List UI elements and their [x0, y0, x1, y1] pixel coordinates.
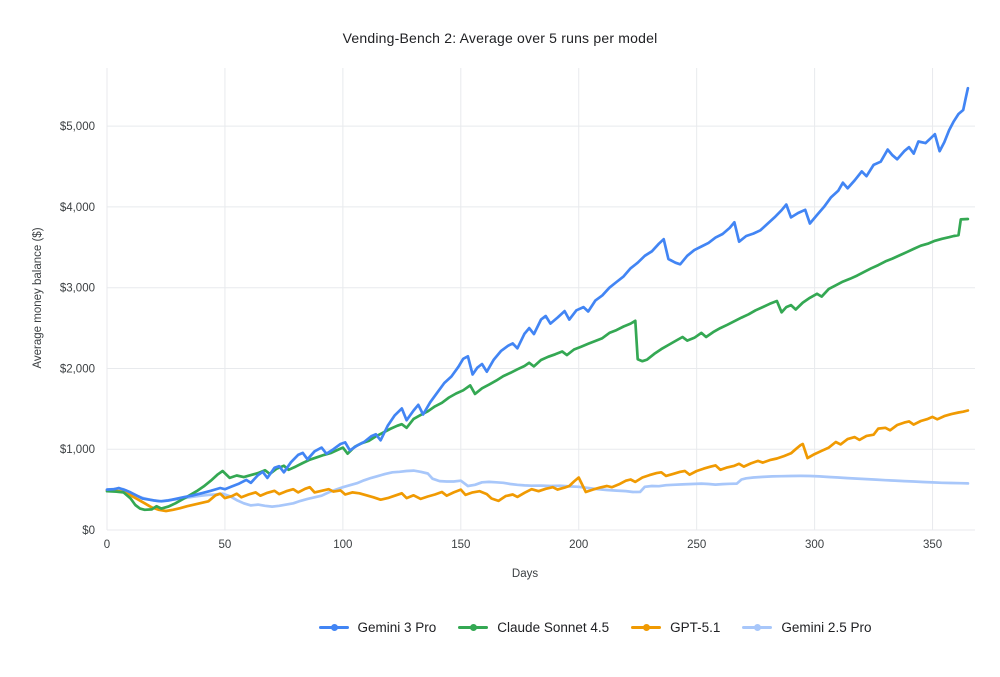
legend-marker-icon	[318, 624, 349, 631]
chart-legend: Gemini 3 Pro Claude Sonnet 4.5 GPT-5.1 G…	[0, 620, 1000, 635]
x-tick-label: 150	[451, 539, 470, 551]
x-tick-label: 200	[569, 539, 588, 551]
legend-item-gpt-5-1: GPT-5.1	[631, 620, 720, 635]
series-line-gpt-5-1	[105, 409, 970, 513]
legend-marker-icon	[458, 624, 489, 631]
x-tick-label: 50	[219, 539, 232, 551]
series-line-gemini-2-5-pro	[105, 469, 970, 508]
legend-marker-icon	[631, 624, 662, 631]
series-line-gemini-3-pro	[105, 86, 970, 503]
x-tick-label: 250	[687, 539, 706, 551]
chart-title: Vending-Bench 2: Average over 5 runs per…	[342, 30, 658, 46]
legend-item-claude-sonnet-4-5: Claude Sonnet 4.5	[458, 620, 609, 635]
legend-label: Gemini 3 Pro	[357, 620, 437, 635]
y-tick-label: $0	[82, 525, 95, 537]
line-chart: 0 50 100 150 200 250 300 350 $0 $1,000 $2,000 $3,00…	[60, 68, 975, 551]
legend-item-gemini-3-pro: Gemini 3 Pro	[318, 620, 437, 635]
series-line-claude-sonnet-4-5	[105, 217, 970, 512]
legend-item-gemini-2-5-pro: Gemini 2.5 Pro	[742, 620, 871, 635]
x-tick-label: 350	[923, 539, 942, 551]
y-tick-label: $3,000	[60, 283, 95, 295]
y-tick-label: $2,000	[60, 363, 95, 375]
legend-marker-icon	[742, 624, 773, 631]
legend-label: Claude Sonnet 4.5	[497, 620, 610, 635]
y-tick-label: $4,000	[60, 202, 95, 214]
legend-label: GPT-5.1	[670, 620, 721, 635]
x-tick-label: 100	[333, 539, 352, 551]
x-tick-label: 300	[805, 539, 824, 551]
y-tick-label: $1,000	[60, 444, 95, 456]
x-axis-title: Days	[511, 568, 539, 580]
y-tick-label: $5,000	[60, 121, 95, 133]
legend-label: Gemini 2.5 Pro	[781, 620, 872, 635]
x-tick-label: 0	[104, 539, 110, 551]
